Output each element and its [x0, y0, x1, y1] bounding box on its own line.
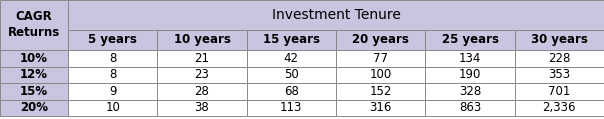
Bar — [0, 50, 68, 67]
Bar — [515, 50, 604, 67]
Text: 20%: 20% — [20, 101, 48, 114]
Text: 9: 9 — [109, 85, 117, 98]
Text: 5 years: 5 years — [88, 34, 137, 47]
Text: 23: 23 — [194, 68, 210, 81]
Bar — [336, 83, 425, 99]
Text: 228: 228 — [548, 52, 571, 65]
Bar — [0, 0, 68, 50]
Bar — [68, 50, 157, 67]
Bar — [246, 50, 336, 67]
Text: 8: 8 — [109, 52, 117, 65]
Text: 353: 353 — [548, 68, 570, 81]
Text: 68: 68 — [284, 85, 299, 98]
Bar — [515, 67, 604, 83]
Text: 12%: 12% — [20, 68, 48, 81]
Text: CAGR
Returns: CAGR Returns — [8, 10, 60, 40]
Bar — [68, 67, 157, 83]
Bar — [68, 83, 157, 99]
Bar — [0, 83, 68, 99]
Bar — [425, 50, 515, 67]
Text: 701: 701 — [548, 85, 571, 98]
Bar — [68, 30, 157, 50]
Bar — [515, 83, 604, 99]
Text: 863: 863 — [459, 101, 481, 114]
Bar — [246, 99, 336, 116]
Bar — [425, 30, 515, 50]
Bar — [336, 99, 425, 116]
Bar — [157, 67, 246, 83]
Text: 8: 8 — [109, 68, 117, 81]
Text: 113: 113 — [280, 101, 303, 114]
Text: 28: 28 — [194, 85, 210, 98]
Bar — [246, 30, 336, 50]
Text: 77: 77 — [373, 52, 388, 65]
Text: 20 years: 20 years — [352, 34, 409, 47]
Text: Investment Tenure: Investment Tenure — [272, 8, 400, 22]
Text: 316: 316 — [370, 101, 392, 114]
Bar — [157, 50, 246, 67]
Bar — [0, 99, 68, 116]
Bar — [68, 99, 157, 116]
Bar — [336, 67, 425, 83]
Text: 134: 134 — [459, 52, 481, 65]
Text: 190: 190 — [459, 68, 481, 81]
Text: 50: 50 — [284, 68, 299, 81]
Text: 42: 42 — [284, 52, 299, 65]
Bar — [515, 30, 604, 50]
Text: 10 years: 10 years — [173, 34, 231, 47]
Text: 15%: 15% — [20, 85, 48, 98]
Bar — [157, 83, 246, 99]
Bar — [515, 99, 604, 116]
Bar — [336, 50, 425, 67]
Text: 328: 328 — [459, 85, 481, 98]
Bar — [425, 67, 515, 83]
Bar — [157, 99, 246, 116]
Text: 10: 10 — [105, 101, 120, 114]
Text: 152: 152 — [370, 85, 392, 98]
Text: 38: 38 — [194, 101, 210, 114]
Text: 21: 21 — [194, 52, 210, 65]
Bar — [246, 67, 336, 83]
Text: 10%: 10% — [20, 52, 48, 65]
Bar — [246, 83, 336, 99]
Bar — [425, 83, 515, 99]
Text: 30 years: 30 years — [531, 34, 588, 47]
Text: 2,336: 2,336 — [542, 101, 576, 114]
Bar — [157, 30, 246, 50]
Bar — [0, 67, 68, 83]
Bar — [425, 99, 515, 116]
Text: 100: 100 — [370, 68, 392, 81]
Text: 15 years: 15 years — [263, 34, 320, 47]
Text: 25 years: 25 years — [442, 34, 498, 47]
Bar — [336, 30, 425, 50]
Bar — [68, 0, 604, 30]
